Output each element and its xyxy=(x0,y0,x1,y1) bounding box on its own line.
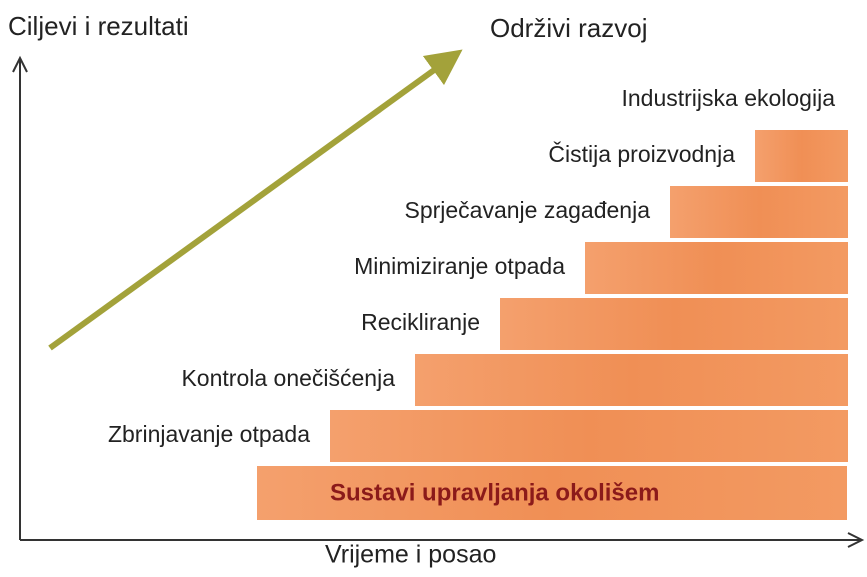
step-bar xyxy=(415,354,848,406)
steps: Zbrinjavanje otpada Kontrola onečišćenja R… xyxy=(108,85,848,462)
step-label: Sprječavanje zagađenja xyxy=(404,197,650,223)
step-label: Kontrola onečišćenja xyxy=(181,365,395,391)
goal-arrow xyxy=(48,49,463,351)
step-label: Recikliranje xyxy=(361,309,480,335)
step-bar xyxy=(670,186,848,238)
step-label: Industrijska ekologija xyxy=(621,85,835,111)
y-axis-arrow xyxy=(12,55,28,73)
step-label: Minimiziranje otpada xyxy=(354,253,565,279)
x-axis-label: Vrijeme i posao xyxy=(325,541,496,569)
base-bar xyxy=(257,466,847,520)
y-axis-label: Ciljevi i rezultati xyxy=(8,11,189,41)
x-axis-arrow xyxy=(847,532,865,548)
base-label: Sustavi upravljanja okolišem xyxy=(330,479,659,506)
step-label: Čistija proizvodnja xyxy=(548,140,735,167)
goal-label: Održivi razvoj xyxy=(490,13,647,43)
step-bar xyxy=(330,410,848,462)
step-bar xyxy=(500,298,848,350)
step-bar xyxy=(585,242,848,294)
step-bar xyxy=(755,130,848,182)
step-label: Zbrinjavanje otpada xyxy=(108,421,310,447)
